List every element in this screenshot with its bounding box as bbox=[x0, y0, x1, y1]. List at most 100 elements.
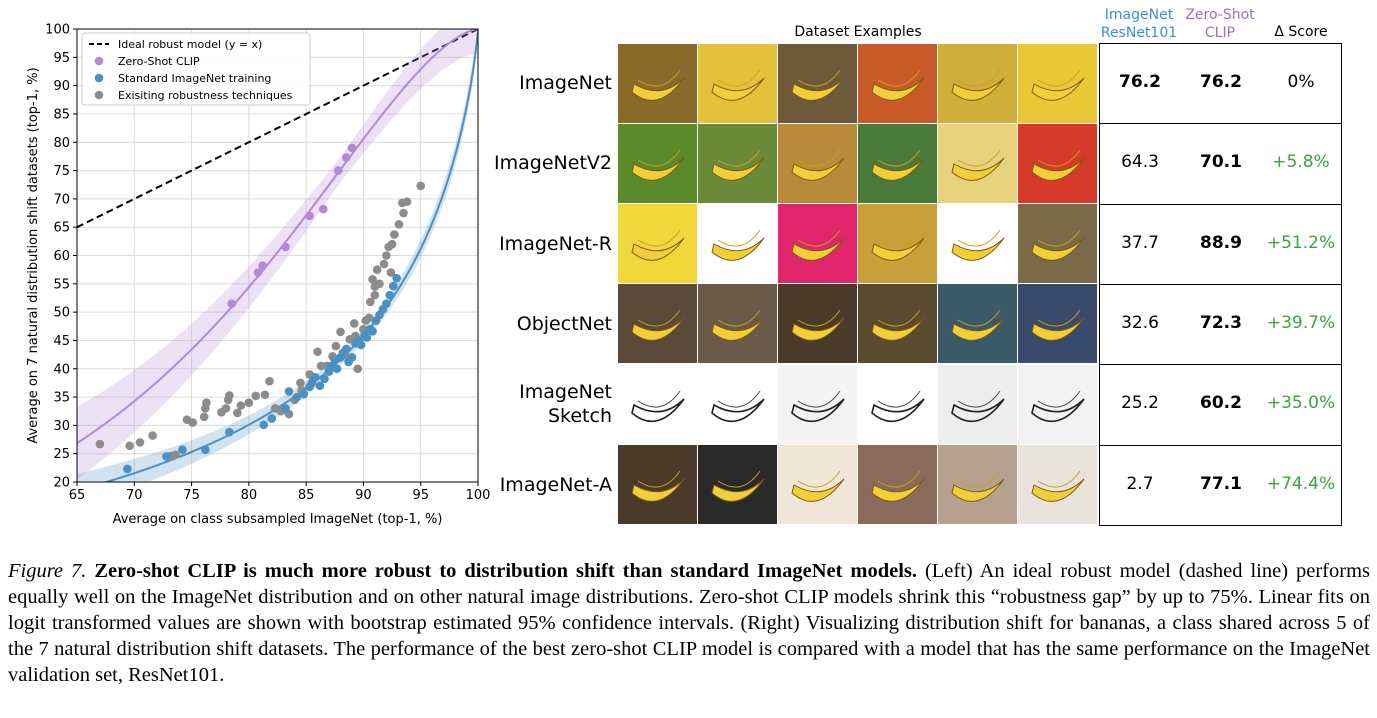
cell-delta-5: +74.4% bbox=[1266, 473, 1336, 494]
data-point bbox=[199, 412, 209, 422]
data-point bbox=[341, 344, 351, 354]
cell-clip-4: 60.2 bbox=[1200, 393, 1242, 414]
series-fit-line bbox=[77, 29, 478, 445]
data-point bbox=[313, 347, 322, 357]
banana-example-image bbox=[698, 364, 777, 444]
ideal-robust-line bbox=[77, 29, 478, 229]
banana-example-image bbox=[1018, 204, 1097, 284]
x-tick-label: 100 bbox=[466, 488, 490, 503]
row-label-0: ImageNet bbox=[519, 72, 612, 95]
x-axis-label: Average on class subsampled ImageNet (to… bbox=[113, 512, 443, 527]
row-label-2: ImageNet-R bbox=[499, 232, 612, 255]
x-tick-label: 65 bbox=[69, 488, 86, 503]
banana-example-image bbox=[858, 364, 937, 444]
banana-example-image bbox=[1018, 43, 1097, 123]
data-point bbox=[347, 143, 357, 153]
data-point bbox=[385, 290, 395, 300]
data-point bbox=[382, 299, 391, 308]
cell-clip-0: 76.2 bbox=[1200, 72, 1242, 93]
data-point bbox=[311, 372, 320, 382]
header-dataset-examples: Dataset Examples bbox=[794, 24, 922, 40]
data-point bbox=[368, 327, 377, 336]
y-tick-label: 25 bbox=[53, 447, 70, 462]
legend-label: Zero-Shot CLIP bbox=[118, 55, 200, 68]
x-tick-label: 85 bbox=[298, 488, 315, 503]
x-tick-label: 75 bbox=[183, 488, 200, 503]
banana-example-image bbox=[1018, 284, 1097, 364]
data-point bbox=[370, 282, 380, 291]
data-point bbox=[362, 333, 372, 342]
y-tick-label: 90 bbox=[53, 79, 70, 94]
data-point bbox=[227, 299, 236, 308]
data-point bbox=[225, 427, 234, 437]
data-point bbox=[292, 392, 302, 402]
data-point bbox=[123, 464, 132, 474]
banana-example-image bbox=[618, 43, 697, 123]
data-point bbox=[299, 389, 309, 399]
y-tick-label: 50 bbox=[53, 306, 70, 321]
legend-label: Exisiting robustness techniques bbox=[118, 89, 293, 102]
data-point bbox=[368, 274, 377, 284]
data-point bbox=[221, 404, 231, 413]
data-point bbox=[332, 364, 342, 374]
legend-label: Ideal robust model (y = x) bbox=[118, 38, 262, 51]
data-point bbox=[320, 374, 329, 384]
banana-example-image bbox=[938, 43, 1017, 123]
data-point bbox=[171, 450, 180, 460]
data-point bbox=[353, 364, 363, 374]
data-point bbox=[379, 259, 389, 269]
data-point bbox=[260, 390, 270, 400]
data-point bbox=[319, 204, 328, 214]
y-tick-label: 95 bbox=[53, 51, 70, 66]
cell-clip-2: 88.9 bbox=[1200, 232, 1242, 253]
x-tick-label: 90 bbox=[355, 488, 372, 503]
data-point bbox=[364, 313, 374, 323]
y-tick-label: 55 bbox=[53, 277, 70, 292]
banana-example-image bbox=[778, 445, 857, 524]
data-point bbox=[366, 297, 375, 307]
row-label-4: ImageNet Sketch bbox=[519, 381, 612, 428]
banana-example-image bbox=[698, 43, 777, 123]
cell-delta-3: +39.7% bbox=[1266, 313, 1336, 334]
cell-delta-2: +51.2% bbox=[1266, 232, 1336, 253]
cell-resnet-5: 2.7 bbox=[1126, 473, 1154, 494]
header-clip: Zero-Shot CLIP bbox=[1185, 7, 1255, 41]
banana-example-image bbox=[698, 123, 777, 203]
x-tick-label: 80 bbox=[241, 488, 258, 503]
row-label-1: ImageNetV2 bbox=[494, 152, 612, 175]
data-point bbox=[244, 398, 254, 408]
data-point bbox=[387, 239, 397, 249]
cell-resnet-4: 25.2 bbox=[1121, 393, 1159, 414]
data-point bbox=[390, 230, 399, 239]
caption-title: Zero-shot CLIP is much more robust to di… bbox=[94, 560, 917, 582]
legend-swatch bbox=[94, 73, 104, 83]
banana-example-image bbox=[858, 445, 937, 524]
data-point bbox=[253, 268, 263, 277]
cell-resnet-0: 76.2 bbox=[1119, 72, 1161, 93]
banana-example-image bbox=[1018, 123, 1097, 203]
data-point bbox=[281, 242, 290, 252]
robustness-scatter-plot: 65 70 75 80 85 90 95 100 20 25 30 35 40 45 50 55 60 65 70 7… bbox=[26, 23, 490, 528]
cell-delta-4: +35.0% bbox=[1266, 393, 1336, 414]
banana-example-image bbox=[858, 123, 937, 203]
banana-example-image bbox=[698, 445, 777, 524]
data-point bbox=[356, 340, 366, 350]
y-tick-label: 60 bbox=[53, 249, 70, 264]
banana-example-image bbox=[778, 204, 857, 284]
data-point bbox=[265, 376, 274, 386]
y-axis-label: Average on 7 natural distribution shift … bbox=[26, 67, 41, 443]
series-fit-line bbox=[102, 29, 478, 482]
cell-clip-1: 70.1 bbox=[1200, 152, 1242, 173]
data-point bbox=[416, 181, 426, 191]
data-point bbox=[305, 211, 314, 221]
data-point bbox=[331, 341, 341, 351]
data-point bbox=[202, 398, 211, 408]
banana-example-image bbox=[618, 445, 697, 524]
data-point bbox=[386, 268, 396, 277]
caption-label: Figure 7. bbox=[8, 560, 87, 582]
banana-example-image bbox=[778, 123, 857, 203]
data-point bbox=[188, 418, 198, 427]
cell-delta-1: +5.8% bbox=[1272, 152, 1330, 173]
data-point bbox=[201, 445, 210, 455]
caption-body: (Left) An ideal robust model (dashed lin… bbox=[8, 560, 1370, 686]
